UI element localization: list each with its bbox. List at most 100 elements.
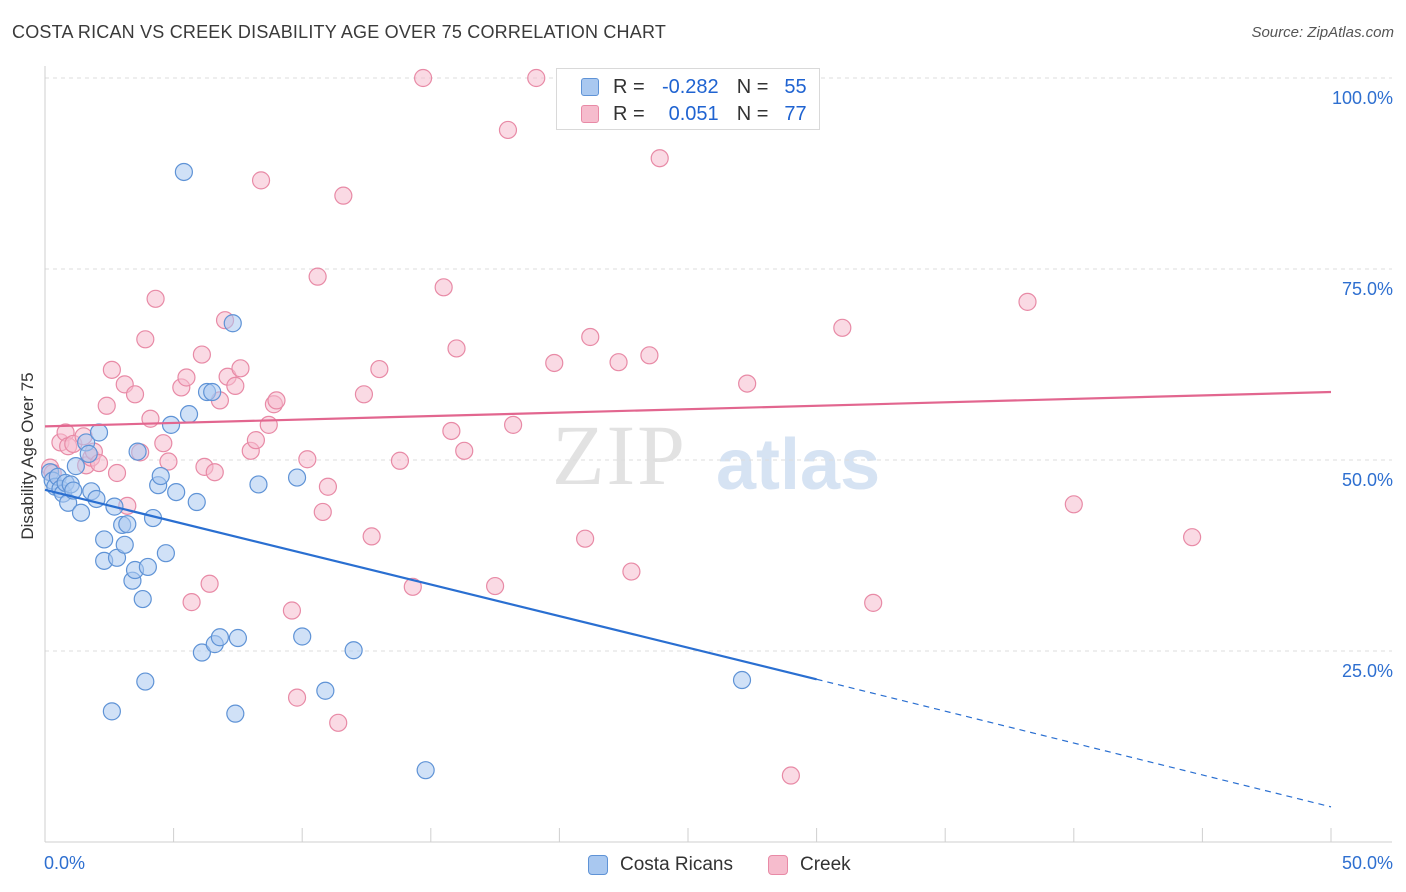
creek-points <box>41 68 1202 785</box>
r-value: 0.051 <box>668 102 719 125</box>
legend-label: Costa Ricans <box>620 854 733 875</box>
creek-point <box>329 713 348 732</box>
y-axis-label: Disability Age Over 75 <box>18 372 37 540</box>
legend-item-costa-ricans[interactable]: Costa Ricans <box>588 852 733 878</box>
costa-ricans-point <box>167 482 186 502</box>
costa-ricans-point <box>187 492 206 512</box>
creek-point <box>640 346 659 365</box>
creek-point <box>107 463 127 483</box>
creek-point <box>1018 292 1037 311</box>
series-legend: Costa Ricans Creek <box>0 852 1406 878</box>
y-tick-label: 50.0% <box>1342 470 1393 490</box>
creek-point <box>864 593 883 612</box>
creek-point <box>1183 528 1202 547</box>
creek-point <box>442 421 461 441</box>
costa-ricans-point <box>210 628 229 647</box>
axis-layer <box>44 66 1392 843</box>
costa-ricans-point <box>79 444 98 463</box>
costa-ricans-point <box>156 544 175 563</box>
y-tick-label: 100.0% <box>1332 88 1393 108</box>
creek-point <box>259 415 278 434</box>
x-tick-label: 50.0% <box>1342 853 1393 873</box>
creek-point <box>581 327 600 347</box>
creek-point <box>231 359 250 378</box>
creek-point <box>362 527 381 546</box>
tick-labels: 25.0% 50.0% 75.0% 100.0% 0.0% 50.0% <box>44 88 1393 873</box>
creek-point <box>102 360 121 379</box>
creek-point <box>246 431 266 450</box>
x-tick-label: 0.0% <box>44 853 85 873</box>
pink-swatch <box>581 105 599 123</box>
creek-point <box>413 68 433 88</box>
watermark-atlas: atlas <box>716 425 881 505</box>
legend-label: Creek <box>800 854 851 875</box>
creek-point <box>282 601 302 620</box>
costa-ricans-point <box>226 704 245 723</box>
costa-ricans-point <box>203 382 222 402</box>
costa-ricans-point <box>71 503 91 522</box>
costa-ricans-point <box>316 681 335 700</box>
creek-point <box>354 385 374 404</box>
costa-ricans-trend-extension <box>816 678 1332 808</box>
costa-ricans-point <box>293 627 312 646</box>
creek-point <box>527 68 546 88</box>
costa-ricans-point <box>192 643 211 662</box>
creek-point <box>226 376 245 395</box>
costa-ricans-point <box>66 457 85 476</box>
creek-point <box>403 577 422 596</box>
creek-point <box>498 120 518 140</box>
creek-point <box>370 359 389 379</box>
costa-ricans-point <box>223 314 242 333</box>
costa-ricans-point <box>95 530 114 549</box>
costa-ricans-point <box>228 628 247 648</box>
costa-ricans-point <box>102 702 121 721</box>
costa-ricans-point <box>133 589 152 609</box>
y-tick-label: 75.0% <box>1342 279 1393 299</box>
legend-item-creek[interactable]: Creek <box>768 852 851 878</box>
legend-row-creek: R = 0.051 N = 77 <box>581 102 807 126</box>
creek-point <box>781 766 800 785</box>
creek-point <box>251 171 271 190</box>
r-label: R = <box>613 102 645 125</box>
creek-point <box>738 374 757 393</box>
creek-point <box>622 562 641 581</box>
costa-ricans-point <box>249 475 268 494</box>
costa-ricans-point <box>179 405 199 424</box>
costa-ricans-point <box>344 641 363 660</box>
pink-swatch <box>768 855 788 875</box>
creek-point <box>833 318 852 337</box>
source-label: Source: ZipAtlas.com <box>1251 24 1394 41</box>
creek-point <box>298 450 317 469</box>
creek-trend-line <box>44 390 1332 428</box>
n-value: 55 <box>784 75 807 98</box>
legend-row-costa-ricans: R = -0.282 N = 55 <box>581 75 807 99</box>
n-value: 77 <box>784 102 807 125</box>
creek-point <box>146 289 165 308</box>
costa-ricans-trend-line <box>44 488 817 681</box>
costa-ricans-point <box>151 466 170 486</box>
stats-legend: R = -0.282 N = 55 R = 0.051 N = 77 <box>556 68 820 130</box>
creek-point <box>205 463 224 482</box>
n-label: N = <box>736 102 769 125</box>
trend-layer <box>44 390 1332 808</box>
blue-swatch <box>581 78 599 96</box>
r-label: R = <box>613 75 645 98</box>
costa-ricans-point <box>287 468 307 487</box>
creek-point <box>97 396 116 415</box>
creek-point <box>504 415 523 434</box>
creek-point <box>609 353 628 372</box>
costa-ricans-points <box>41 162 752 780</box>
costa-ricans-point <box>161 415 181 434</box>
creek-point <box>308 267 327 286</box>
watermark-zip: ZIP <box>552 407 687 503</box>
creek-point <box>390 451 410 470</box>
costa-ricans-point <box>138 557 157 577</box>
creek-point <box>576 529 595 548</box>
creek-point <box>1064 495 1083 514</box>
creek-point <box>455 441 474 460</box>
creek-point <box>200 574 219 593</box>
creek-point <box>447 339 466 358</box>
creek-point <box>136 330 155 349</box>
creek-point <box>650 149 669 168</box>
